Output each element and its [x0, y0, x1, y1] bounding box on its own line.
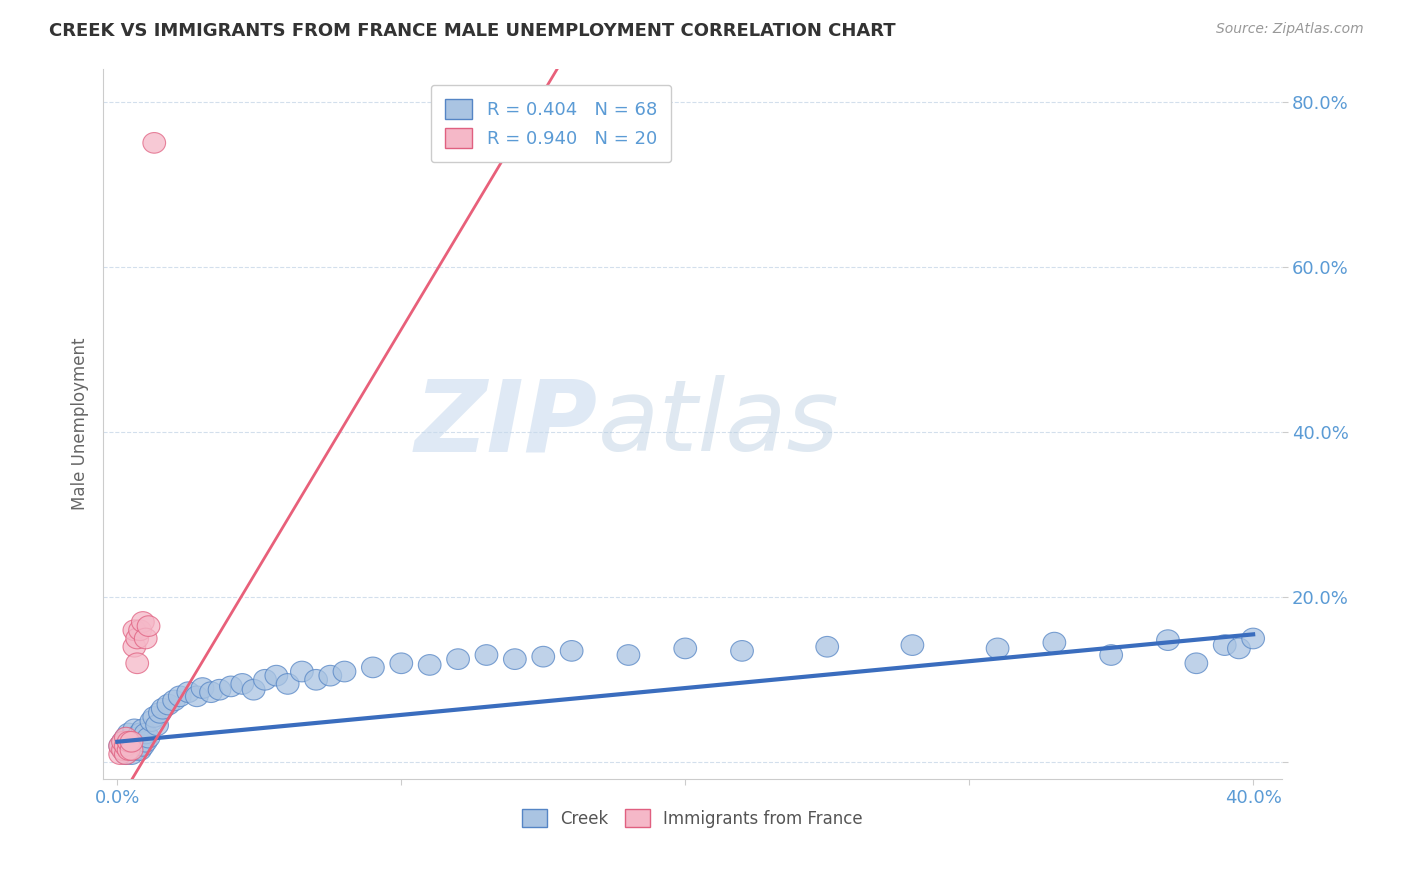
Ellipse shape [177, 681, 200, 703]
Ellipse shape [901, 635, 924, 656]
Ellipse shape [503, 648, 526, 670]
Ellipse shape [114, 736, 138, 756]
Ellipse shape [447, 648, 470, 670]
Ellipse shape [242, 680, 264, 700]
Ellipse shape [531, 647, 554, 667]
Ellipse shape [120, 736, 143, 756]
Ellipse shape [191, 678, 214, 698]
Legend: Creek, Immigrants from France: Creek, Immigrants from France [515, 803, 869, 835]
Ellipse shape [1099, 645, 1122, 665]
Ellipse shape [127, 653, 149, 673]
Ellipse shape [135, 723, 157, 744]
Ellipse shape [305, 670, 328, 690]
Ellipse shape [117, 731, 141, 752]
Ellipse shape [127, 628, 149, 648]
Ellipse shape [1227, 638, 1250, 658]
Text: ZIP: ZIP [415, 376, 598, 472]
Ellipse shape [120, 744, 143, 764]
Ellipse shape [117, 739, 141, 760]
Ellipse shape [163, 690, 186, 711]
Ellipse shape [120, 731, 143, 752]
Ellipse shape [127, 736, 149, 756]
Ellipse shape [319, 665, 342, 686]
Text: CREEK VS IMMIGRANTS FROM FRANCE MALE UNEMPLOYMENT CORRELATION CHART: CREEK VS IMMIGRANTS FROM FRANCE MALE UNE… [49, 22, 896, 40]
Ellipse shape [132, 736, 155, 756]
Ellipse shape [1241, 628, 1264, 648]
Ellipse shape [419, 655, 441, 675]
Ellipse shape [135, 731, 157, 752]
Ellipse shape [986, 638, 1010, 658]
Ellipse shape [141, 711, 163, 731]
Ellipse shape [127, 727, 149, 747]
Ellipse shape [731, 640, 754, 661]
Ellipse shape [146, 714, 169, 736]
Ellipse shape [108, 736, 132, 756]
Ellipse shape [120, 727, 143, 747]
Ellipse shape [1157, 630, 1180, 650]
Ellipse shape [475, 645, 498, 665]
Ellipse shape [114, 744, 138, 764]
Ellipse shape [200, 681, 222, 703]
Ellipse shape [129, 723, 152, 744]
Ellipse shape [117, 723, 141, 744]
Ellipse shape [277, 673, 299, 694]
Ellipse shape [108, 744, 132, 764]
Ellipse shape [152, 698, 174, 719]
Ellipse shape [264, 665, 288, 686]
Text: Source: ZipAtlas.com: Source: ZipAtlas.com [1216, 22, 1364, 37]
Ellipse shape [186, 686, 208, 706]
Ellipse shape [143, 706, 166, 727]
Ellipse shape [114, 727, 138, 747]
Ellipse shape [138, 615, 160, 636]
Ellipse shape [108, 736, 132, 756]
Ellipse shape [117, 731, 141, 752]
Ellipse shape [120, 739, 143, 760]
Ellipse shape [138, 727, 160, 747]
Ellipse shape [122, 636, 146, 657]
Ellipse shape [253, 670, 277, 690]
Ellipse shape [111, 731, 135, 752]
Ellipse shape [361, 657, 384, 678]
Ellipse shape [117, 739, 141, 760]
Y-axis label: Male Unemployment: Male Unemployment [72, 337, 89, 510]
Ellipse shape [149, 703, 172, 723]
Ellipse shape [129, 620, 152, 640]
Ellipse shape [122, 620, 146, 640]
Ellipse shape [1043, 632, 1066, 653]
Ellipse shape [157, 694, 180, 714]
Ellipse shape [135, 628, 157, 648]
Ellipse shape [169, 686, 191, 706]
Ellipse shape [132, 719, 155, 739]
Ellipse shape [122, 739, 146, 760]
Ellipse shape [333, 661, 356, 681]
Ellipse shape [111, 739, 135, 760]
Ellipse shape [143, 133, 166, 153]
Ellipse shape [673, 638, 696, 658]
Ellipse shape [208, 680, 231, 700]
Ellipse shape [561, 640, 583, 661]
Ellipse shape [122, 719, 146, 739]
Text: atlas: atlas [598, 376, 839, 472]
Ellipse shape [129, 739, 152, 760]
Ellipse shape [617, 645, 640, 665]
Ellipse shape [815, 636, 838, 657]
Ellipse shape [1185, 653, 1208, 673]
Ellipse shape [111, 731, 135, 752]
Ellipse shape [132, 612, 155, 632]
Ellipse shape [122, 731, 146, 752]
Ellipse shape [114, 736, 138, 756]
Ellipse shape [1213, 635, 1236, 656]
Ellipse shape [111, 739, 135, 760]
Ellipse shape [114, 727, 138, 747]
Ellipse shape [219, 676, 242, 697]
Ellipse shape [114, 744, 138, 764]
Ellipse shape [231, 673, 253, 694]
Ellipse shape [291, 661, 314, 681]
Ellipse shape [389, 653, 412, 673]
